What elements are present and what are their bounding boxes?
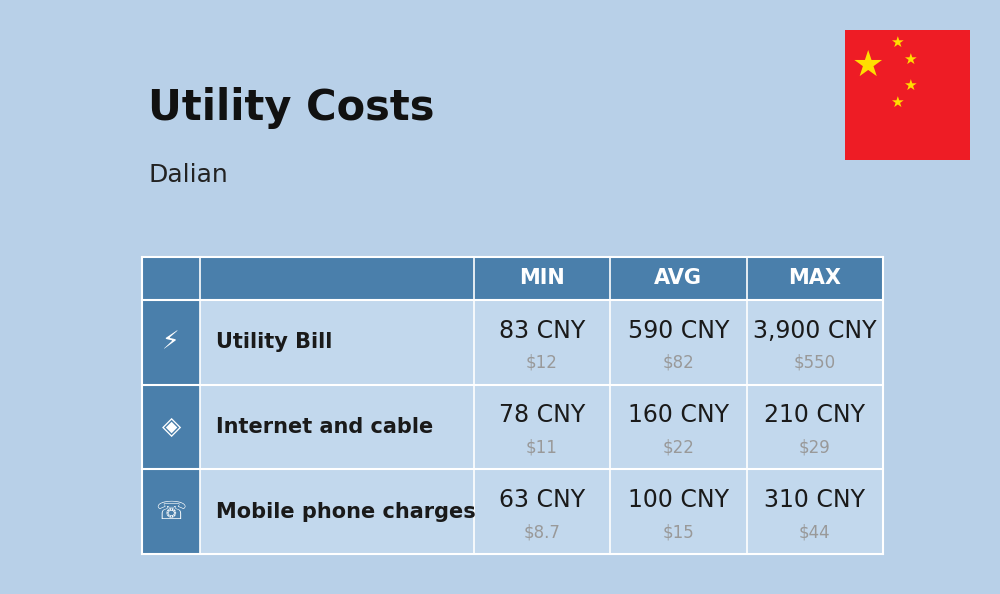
Text: $8.7: $8.7: [524, 523, 560, 541]
Bar: [200, 469, 883, 554]
Text: ★: ★: [903, 78, 916, 93]
Text: $12: $12: [526, 354, 558, 372]
Text: 83 CNY: 83 CNY: [499, 319, 585, 343]
Text: 100 CNY: 100 CNY: [628, 488, 729, 512]
Text: $22: $22: [662, 438, 694, 456]
Text: $550: $550: [794, 354, 836, 372]
Text: ★: ★: [903, 52, 916, 67]
Bar: [142, 384, 200, 469]
Bar: [142, 257, 883, 300]
Bar: [142, 300, 200, 384]
Bar: [200, 300, 883, 384]
Text: ☏: ☏: [155, 500, 187, 523]
Text: 310 CNY: 310 CNY: [764, 488, 865, 512]
Text: $44: $44: [799, 523, 831, 541]
Text: $82: $82: [662, 354, 694, 372]
Text: Internet and cable: Internet and cable: [216, 417, 433, 437]
Bar: [142, 469, 200, 554]
Text: ⚡: ⚡: [162, 330, 180, 354]
Text: MAX: MAX: [788, 268, 841, 288]
Text: 78 CNY: 78 CNY: [499, 403, 585, 428]
Bar: [200, 384, 883, 469]
Text: 3,900 CNY: 3,900 CNY: [753, 319, 877, 343]
Text: ★: ★: [890, 35, 904, 50]
Text: 63 CNY: 63 CNY: [499, 488, 585, 512]
Text: $15: $15: [662, 523, 694, 541]
Text: Mobile phone charges: Mobile phone charges: [216, 501, 475, 522]
Text: $29: $29: [799, 438, 831, 456]
Text: 160 CNY: 160 CNY: [628, 403, 729, 428]
Text: ★: ★: [852, 49, 884, 83]
Text: Dalian: Dalian: [148, 163, 228, 187]
Text: Utility Costs: Utility Costs: [148, 87, 435, 129]
Text: AVG: AVG: [654, 268, 702, 288]
Text: ★: ★: [890, 96, 904, 110]
Text: 210 CNY: 210 CNY: [764, 403, 865, 428]
Text: MIN: MIN: [519, 268, 565, 288]
Text: $11: $11: [526, 438, 558, 456]
Text: ◈: ◈: [161, 415, 181, 439]
Text: Utility Bill: Utility Bill: [216, 332, 332, 352]
Text: 590 CNY: 590 CNY: [628, 319, 729, 343]
